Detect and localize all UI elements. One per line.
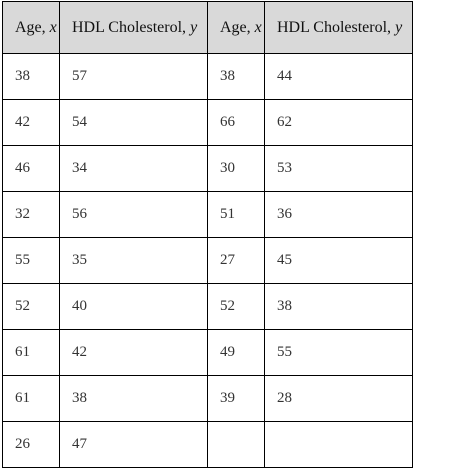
header-age-1: Age, x	[2, 1, 60, 54]
header-label: Age,	[220, 18, 255, 36]
age-cell: 42	[2, 99, 60, 146]
header-row: Age, x HDL Cholesterol, y Age, x HDL Cho…	[2, 1, 413, 54]
table-header: Age, x HDL Cholesterol, y Age, x HDL Cho…	[2, 1, 413, 54]
hdl-cell: 36	[264, 191, 413, 238]
header-label: HDL Cholesterol,	[277, 18, 396, 36]
hdl-cell: 54	[59, 99, 208, 146]
header-hdl-1: HDL Cholesterol, y	[59, 1, 208, 54]
hdl-cell: 44	[264, 53, 413, 100]
table-row: 26 47	[2, 421, 413, 468]
age-cell: 27	[207, 237, 265, 284]
table-row: 38 57 38 44	[2, 53, 413, 100]
header-age-2: Age, x	[207, 1, 265, 54]
age-cell: 38	[2, 53, 60, 100]
age-cell: 46	[2, 145, 60, 192]
table-row: 46 34 30 53	[2, 145, 413, 192]
table-row: 52 40 52 38	[2, 283, 413, 330]
header-variable: x	[254, 18, 262, 36]
age-cell: 49	[207, 329, 265, 376]
header-variable: x	[49, 18, 57, 36]
hdl-cell: 57	[59, 53, 208, 100]
table-row: 42 54 66 62	[2, 99, 413, 146]
age-cell: 32	[2, 191, 60, 238]
age-cell: 51	[207, 191, 265, 238]
hdl-cell: 47	[59, 421, 208, 468]
hdl-cell: 38	[264, 283, 413, 330]
hdl-cell: 35	[59, 237, 208, 284]
age-cell: 52	[2, 283, 60, 330]
table-body: 38 57 38 44 42 54 66 62 46 34 30 53 32 5…	[2, 53, 413, 468]
age-cell: 38	[207, 53, 265, 100]
header-variable: y	[190, 18, 198, 36]
hdl-cell: 38	[59, 375, 208, 422]
empty-cell	[207, 421, 265, 468]
hdl-cell: 53	[264, 145, 413, 192]
header-label: Age,	[15, 18, 50, 36]
header-hdl-2: HDL Cholesterol, y	[264, 1, 413, 54]
hdl-cell: 34	[59, 145, 208, 192]
table-row: 55 35 27 45	[2, 237, 413, 284]
hdl-cell: 62	[264, 99, 413, 146]
age-cell: 26	[2, 421, 60, 468]
hdl-cell: 55	[264, 329, 413, 376]
hdl-cell: 42	[59, 329, 208, 376]
table-row: 61 38 39 28	[2, 375, 413, 422]
header-variable: y	[395, 18, 403, 36]
age-cell: 30	[207, 145, 265, 192]
data-table-container: Age, x HDL Cholesterol, y Age, x HDL Cho…	[2, 1, 413, 468]
age-hdl-cholesterol-table: Age, x HDL Cholesterol, y Age, x HDL Cho…	[2, 1, 413, 468]
hdl-cell: 40	[59, 283, 208, 330]
age-cell: 55	[2, 237, 60, 284]
table-row: 61 42 49 55	[2, 329, 413, 376]
hdl-cell: 28	[264, 375, 413, 422]
empty-cell	[264, 421, 413, 468]
header-label: HDL Cholesterol,	[72, 18, 191, 36]
hdl-cell: 56	[59, 191, 208, 238]
age-cell: 66	[207, 99, 265, 146]
age-cell: 61	[2, 375, 60, 422]
age-cell: 39	[207, 375, 265, 422]
age-cell: 61	[2, 329, 60, 376]
hdl-cell: 45	[264, 237, 413, 284]
table-row: 32 56 51 36	[2, 191, 413, 238]
age-cell: 52	[207, 283, 265, 330]
